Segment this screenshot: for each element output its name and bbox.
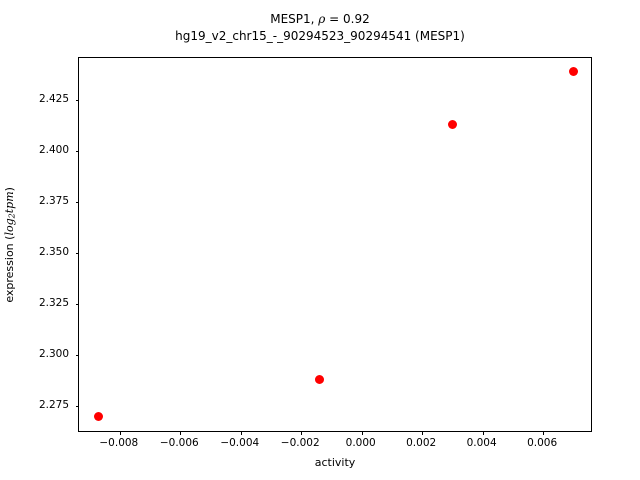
plot-title-line-2: hg19_v2_chr15_-_90294523_90294541 (MESP1… xyxy=(175,29,465,43)
x-axis-tick-label: −0.008 xyxy=(99,437,139,449)
y-axis-tick-label: 2.350 xyxy=(38,245,69,258)
plot-title: MESP1, ρ = 0.92 hg19_v2_chr15_-_90294523… xyxy=(0,11,640,45)
x-axis-label: activity xyxy=(314,456,356,469)
plot-title-line-1: MESP1, ρ = 0.92 xyxy=(0,11,640,28)
title-gene: MESP1, xyxy=(270,12,319,26)
y-axis-tick-mark xyxy=(75,252,79,255)
x-axis-tick-mark xyxy=(361,431,363,435)
y-axis-tick-label: 2.300 xyxy=(38,348,69,361)
data-point xyxy=(94,411,104,421)
x-axis-tick-mark xyxy=(301,431,303,435)
y-axis-label: expression (log2tpm) xyxy=(0,57,20,432)
x-axis-tick-label: −0.002 xyxy=(280,437,320,449)
rho-symbol: ρ xyxy=(318,12,326,26)
x-axis-tick-mark xyxy=(240,431,242,435)
y-axis-tick-label: 2.400 xyxy=(38,143,69,156)
x-axis-tick-label: 0.000 xyxy=(345,437,376,449)
x-axis-tick-mark xyxy=(422,431,424,435)
x-axis-tick-label: 0.004 xyxy=(466,437,497,449)
y-label-log: log xyxy=(3,217,17,236)
x-axis-tick-label: −0.006 xyxy=(159,437,199,449)
y-axis-tick-mark xyxy=(75,406,79,408)
y-axis-tick-label: 2.375 xyxy=(38,194,69,207)
y-label-prefix: expression ( xyxy=(3,235,17,303)
y-label-tpm: tpm xyxy=(3,190,17,213)
y-axis-tick-mark xyxy=(75,303,79,306)
x-axis-tick-label: −0.004 xyxy=(220,437,260,449)
title-correlation: = 0.92 xyxy=(325,12,370,26)
x-axis-tick-mark xyxy=(180,431,182,435)
data-point xyxy=(568,66,578,76)
y-axis-tick-label: 2.325 xyxy=(38,296,69,309)
data-point xyxy=(447,119,457,129)
y-axis-tick-mark xyxy=(75,99,79,101)
y-axis-tick-mark xyxy=(75,150,79,152)
x-axis-tick-label: 0.002 xyxy=(406,437,437,449)
x-axis-tick-mark xyxy=(543,431,545,435)
y-axis-tick-label: 2.425 xyxy=(38,92,69,105)
y-axis-tick-label: 2.275 xyxy=(38,399,69,412)
plot-data-area xyxy=(79,58,591,431)
x-axis-tick-mark xyxy=(119,431,121,435)
y-axis-tick-mark xyxy=(75,201,79,203)
y-axis-label-text: expression (log2tpm) xyxy=(3,187,17,303)
x-axis-tick-label: 0.006 xyxy=(527,437,558,449)
data-point xyxy=(314,375,324,385)
y-axis-tick-mark xyxy=(75,355,79,357)
plot-axes xyxy=(75,57,592,435)
x-axis-tick-mark xyxy=(482,431,484,435)
y-label-suffix: ) xyxy=(3,186,17,191)
